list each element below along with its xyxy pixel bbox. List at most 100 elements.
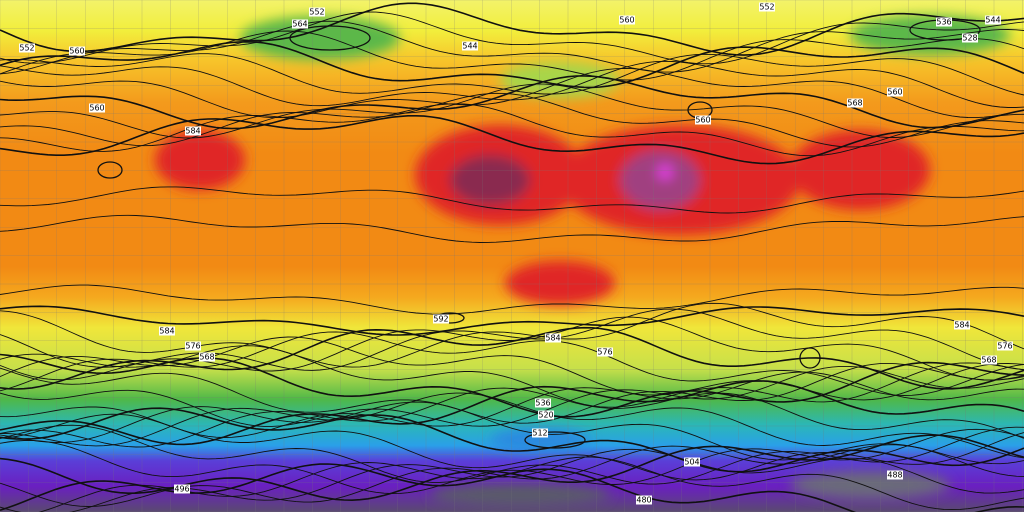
label-box [684,457,700,467]
contour-line [0,40,1024,89]
contour-line [0,2,1024,56]
closed-contour [524,431,586,449]
contour-label: 568 [199,353,214,362]
label-box [159,326,175,336]
contour-line [0,115,1024,165]
contour-line [0,424,1024,485]
contour-label: 560 [89,104,104,113]
contour-label: 552 [309,8,324,17]
contour-label: 576 [185,342,200,351]
label-box [535,398,551,408]
contour-line [0,353,1024,418]
label-box [174,484,190,494]
label-box [185,341,201,351]
contour-label: 568 [981,356,996,365]
contour-line [0,83,1024,139]
low-core [430,483,610,507]
contour-label: 560 [887,88,902,97]
label-box [759,2,775,12]
label-box [309,7,325,17]
contour-label: 552 [759,3,774,12]
contour-label: 488 [887,471,902,480]
contour-line [0,428,1024,495]
contour-label: 584 [545,334,560,343]
label-box [532,428,548,438]
contour-line [0,302,1024,368]
contour-line [0,316,1024,381]
label-box [19,43,35,53]
label-box [462,41,478,51]
contour-label: 536 [936,18,951,27]
label-box [597,347,613,357]
contour-label: 560 [695,116,710,125]
contour-line [0,401,1024,465]
contour-label: 576 [597,348,612,357]
contour-label: 504 [684,458,699,467]
contour-label: 584 [954,321,969,330]
contour-label: 552 [19,44,34,53]
high-core [450,155,530,205]
contour-label: 520 [538,411,553,420]
contour-line [0,67,1024,119]
label-box [887,470,903,480]
label-box [619,15,635,25]
contour-label: 560 [69,47,84,56]
contour-label: 568 [847,99,862,108]
contour-line [0,75,1024,130]
contour-line [0,380,1024,446]
contour-label: 584 [185,127,200,136]
label-box [997,341,1013,351]
contour-line [0,53,1024,96]
closed-contour [799,347,821,369]
contour-line [0,284,1024,315]
contour-label: 592 [433,315,448,324]
contour-line [0,103,1024,157]
contour-line [0,214,1024,243]
label-box [981,355,997,365]
label-box [962,33,978,43]
contour-label: 560 [619,16,634,25]
label-box [985,15,1001,25]
contour-line [0,308,1024,371]
contour-label: 576 [997,342,1012,351]
contour-line [0,20,1024,75]
label-box [89,103,105,113]
closed-contour [97,161,123,179]
high-blob [155,130,245,190]
label-box [292,19,308,29]
label-box [545,333,561,343]
contour-label: 564 [292,20,307,29]
low-core [790,471,950,499]
contour-line [0,305,1024,336]
contour-label: 544 [985,16,1000,25]
label-box [199,352,215,362]
label-box [636,495,652,505]
contour-line [0,444,1024,507]
contour-label: 480 [636,496,651,505]
label-box [954,320,970,330]
label-box [936,17,952,27]
label-box [69,46,85,56]
high-blob [790,130,930,210]
contour-line [0,92,1024,148]
label-box [538,410,554,420]
high-core [657,164,673,180]
contour-line [0,336,1024,401]
contour-line [0,11,1024,65]
contour-label: 512 [532,429,547,438]
high-blob [505,261,615,305]
contour-label: 584 [159,327,174,336]
label-box [887,87,903,97]
closed-contour [289,25,371,51]
contour-label: 528 [962,34,977,43]
label-box [433,314,449,324]
low-blob [240,16,400,60]
contour-line [0,186,1024,214]
contour-label: 544 [462,42,477,51]
contour-line [0,387,1024,448]
label-box [185,126,201,136]
